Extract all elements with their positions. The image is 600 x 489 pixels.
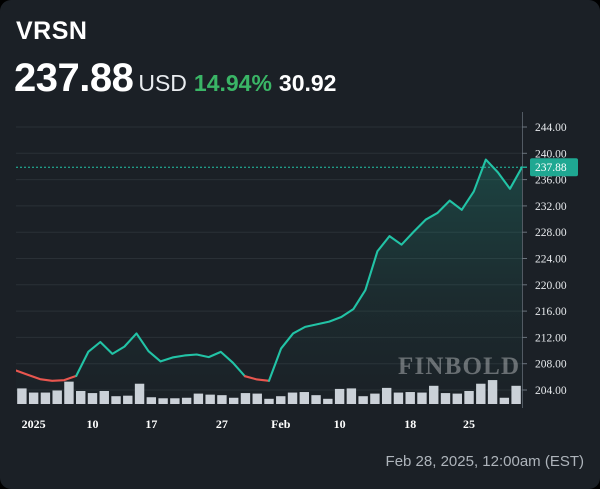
y-tick-label: 236.00 (535, 175, 567, 187)
price-line (16, 158, 522, 382)
y-tick-label: 240.00 (535, 148, 567, 160)
price-chart-svg: 204.00 208.00 212.00 216.00 220.00 224.00 228.… (16, 112, 578, 431)
y-tick-label: 224.00 (535, 254, 567, 266)
y-axis-labels: 204.00 208.00 212.00 216.00 220.00 224.00 228.… (522, 122, 567, 397)
y-tick-label: 212.00 (535, 332, 567, 344)
badge-background (530, 158, 578, 177)
x-tick-label: 25 (463, 417, 475, 431)
chart-header: VRSN 237.88 USD 14.94% 30.92 (0, 0, 600, 108)
current-price-badge: 237.88 (522, 158, 578, 177)
chart-area-fill (16, 159, 522, 408)
currency-label: USD (138, 70, 187, 96)
price-line-segment (267, 158, 522, 382)
y-tick-label: 232.00 (535, 201, 567, 213)
change-percent: 14.94% (193, 70, 272, 96)
badge-label: 237.88 (535, 162, 567, 174)
chart-footer: Feb 28, 2025, 12:00am (EST) (0, 440, 600, 489)
current-price: 237.88 (14, 56, 134, 100)
timestamp-label: Feb 28, 2025, 12:00am (EST) (385, 453, 584, 470)
y-tick-label: 220.00 (535, 280, 567, 292)
y-tick-label: 244.00 (535, 122, 567, 134)
x-tick-label: 2025 (22, 417, 46, 431)
y-tick-label: 228.00 (535, 227, 567, 239)
x-tick-label: 18 (404, 417, 416, 431)
x-tick-label: 17 (145, 417, 157, 431)
area-fill-path (16, 159, 522, 408)
ticker-symbol: VRSN (16, 17, 88, 45)
y-tick-label: 204.00 (535, 385, 567, 397)
price-line-segment (16, 369, 78, 382)
x-tick-label: 10 (334, 417, 346, 431)
y-tick-label: 216.00 (535, 306, 567, 318)
quote-row: 237.88 USD 14.94% 30.92 (14, 58, 336, 98)
x-tick-label: 10 (86, 417, 98, 431)
price-line-segment (75, 332, 246, 378)
chart-plot-area: 204.00 208.00 212.00 216.00 220.00 224.00 228.… (0, 108, 600, 440)
price-line-segment (243, 375, 271, 382)
x-axis-labels: 2025 10 17 27 Feb 10 18 25 (22, 417, 475, 431)
x-tick-label: Feb (271, 417, 291, 431)
change-absolute: 30.92 (278, 70, 337, 96)
x-tick-label: 27 (216, 417, 228, 431)
y-tick-label: 208.00 (535, 359, 567, 371)
